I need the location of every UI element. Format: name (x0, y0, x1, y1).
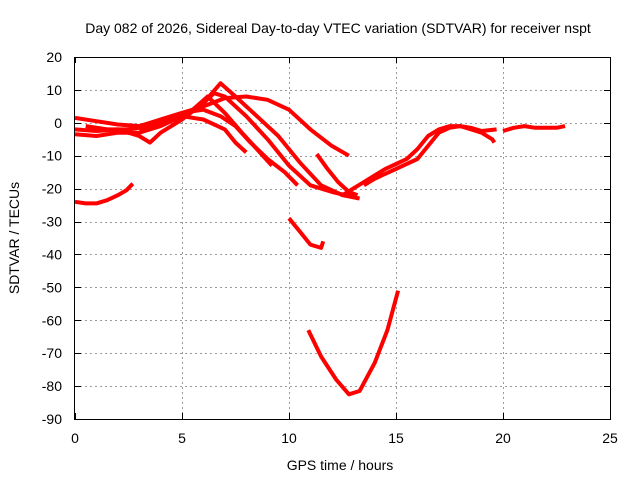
y-tick-label: -30 (42, 214, 62, 230)
axis-ticks: 0 5 10 15 20 25 20 10 0 -10 -20 -30 -40 -50 -60 -70 -80 -… (42, 49, 618, 446)
x-tick-label: 0 (71, 430, 79, 446)
series-line-7 (74, 182, 135, 206)
y-axis-label: SDTVAR / TECUs (6, 182, 22, 294)
series-line-12 (362, 124, 497, 188)
x-tick-label: 10 (281, 430, 297, 446)
series-line-1 (74, 94, 350, 158)
y-tick-label: -40 (42, 246, 62, 262)
chart-title: Day 082 of 2026, Sidereal Day-to-day VTE… (85, 20, 591, 36)
y-tick-label: 10 (46, 82, 62, 98)
x-tick-label: 20 (495, 430, 511, 446)
plot-frame (74, 57, 611, 420)
x-axis-label: GPS time / hours (287, 457, 394, 473)
y-tick-label: -20 (42, 181, 62, 197)
x-tick-label: 15 (388, 430, 404, 446)
series-line-3 (74, 91, 354, 199)
series-line-6 (181, 114, 248, 154)
grid-lines (75, 57, 610, 419)
y-tick-label: -50 (42, 279, 62, 295)
x-tick-label: 5 (178, 430, 186, 446)
y-tick-label: -70 (42, 345, 62, 361)
y-tick-label: -90 (42, 411, 62, 427)
series-line-10 (315, 152, 359, 198)
y-tick-label: -10 (42, 148, 62, 164)
series-line-8 (287, 217, 326, 250)
data-series (74, 81, 566, 397)
series-line-9 (306, 290, 401, 397)
series-line-13 (502, 124, 566, 133)
y-tick-label: 0 (54, 115, 62, 131)
y-tick-label: -60 (42, 312, 62, 328)
y-tick-label: 20 (46, 49, 62, 65)
series-line-5 (138, 107, 300, 187)
y-tick-label: -80 (42, 378, 62, 394)
x-tick-label: 25 (602, 430, 618, 446)
